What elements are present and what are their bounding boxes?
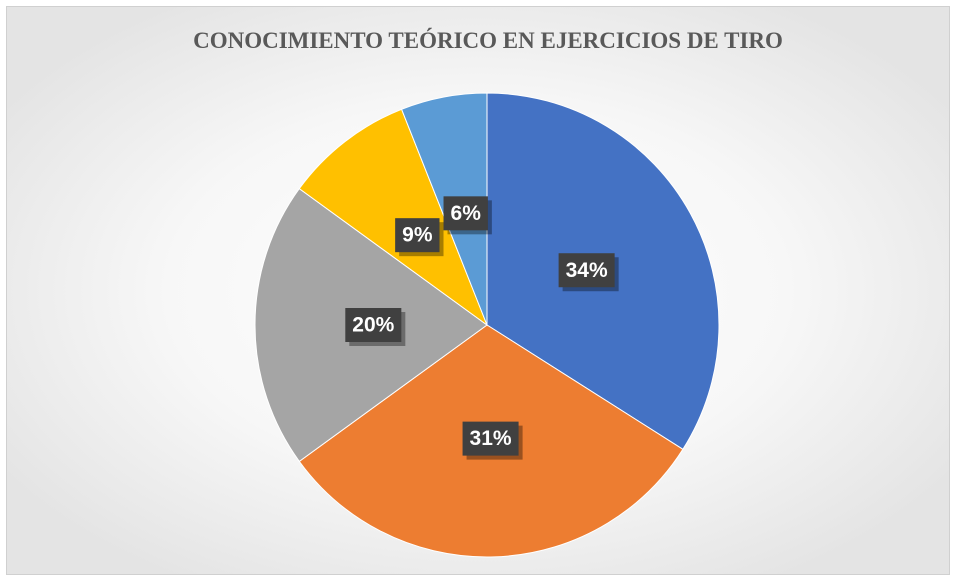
pie-slice (298, 108, 489, 327)
label-box (443, 196, 488, 231)
label-box (345, 308, 402, 342)
label-box (462, 421, 519, 456)
data-label: 9% (402, 224, 433, 247)
chart-title: CONOCIMIENTO TEÓRICO EN EJERCICIOS DE TI… (193, 27, 783, 53)
data-label: 6% (451, 202, 482, 225)
data-label: 20% (352, 314, 394, 337)
data-label: 34% (566, 259, 608, 282)
data-label: 31% (470, 427, 512, 450)
label-box (395, 218, 440, 253)
label-box (558, 253, 615, 288)
